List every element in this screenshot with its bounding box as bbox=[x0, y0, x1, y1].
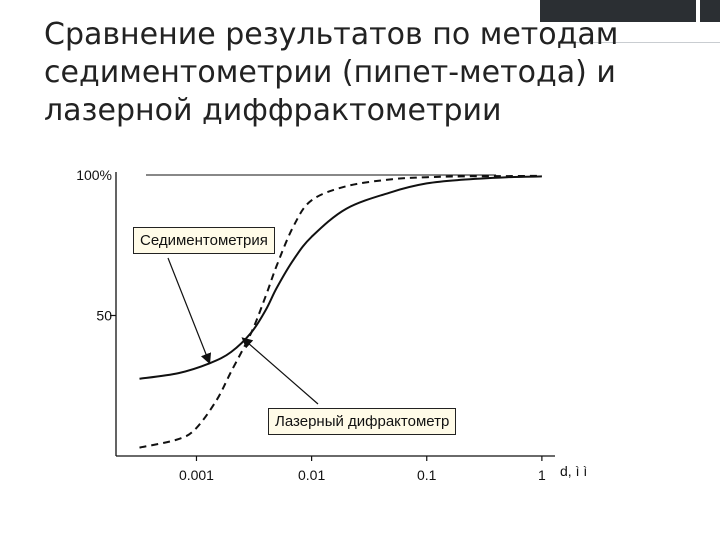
y-tick-label: 100% bbox=[76, 167, 112, 183]
x-axis-label: d, ì ì bbox=[560, 463, 587, 479]
x-tick-label: 1 bbox=[538, 467, 546, 483]
slide-title: Сравнение результатов по методам седимен… bbox=[44, 17, 619, 128]
header-decor-bar-accent bbox=[700, 0, 720, 22]
header-decor-line bbox=[560, 42, 720, 43]
annotation-sedimentometry: Седиментометрия bbox=[133, 227, 275, 254]
annotation-laser-diffractometer: Лазерный дифрактометр bbox=[268, 408, 457, 435]
annotation-arrow-sedimentometry bbox=[167, 257, 212, 365]
series-line-laser-diffractometer bbox=[139, 174, 542, 449]
x-tick-label: 0.1 bbox=[417, 467, 437, 483]
annotation-arrow-laser-diffractometer bbox=[241, 337, 319, 405]
series-line-sedimentometry bbox=[139, 175, 542, 380]
y-tick-label: 50 bbox=[96, 308, 112, 324]
x-tick-label: 0.001 bbox=[179, 467, 214, 483]
header-decor-bar-dark bbox=[540, 0, 696, 22]
x-tick-label: 0.01 bbox=[298, 467, 325, 483]
